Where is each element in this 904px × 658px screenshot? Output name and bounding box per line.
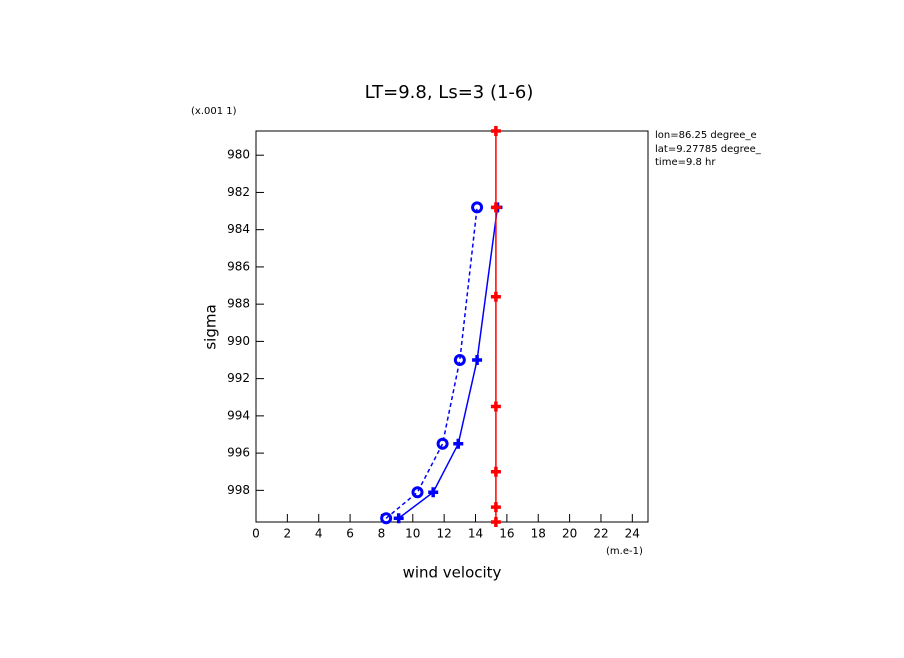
y-tick-label: 982 xyxy=(227,185,250,199)
y-tick-label: 994 xyxy=(227,408,250,422)
x-tick-label: 18 xyxy=(531,527,546,541)
x-tick-label: 2 xyxy=(284,527,292,541)
annotation: lat=9.27785 degree_ xyxy=(655,144,762,155)
series-line xyxy=(385,207,478,519)
y-tick-label: 990 xyxy=(227,334,250,348)
plot-frame xyxy=(255,130,649,523)
x-tick-label: 10 xyxy=(405,527,420,541)
marker xyxy=(472,355,483,366)
marker xyxy=(490,401,501,412)
x-tick-label: 8 xyxy=(378,527,386,541)
marker xyxy=(490,517,501,527)
y-tick-label: 984 xyxy=(227,222,250,236)
marker xyxy=(453,354,466,367)
x-units: (m.e-1) xyxy=(606,546,643,557)
x-tick-label: 6 xyxy=(346,527,354,541)
marker xyxy=(411,486,424,499)
marker xyxy=(490,502,501,513)
y-tick-label: 992 xyxy=(227,371,250,385)
x-tick-label: 14 xyxy=(468,527,483,541)
y-tick-label: 988 xyxy=(227,297,250,311)
y-units: (x.001 1) xyxy=(191,106,237,117)
marker xyxy=(453,438,464,449)
x-tick-label: 4 xyxy=(315,527,323,541)
marker xyxy=(428,487,439,498)
chart-title: LT=9.8, Ls=3 (1-6) xyxy=(365,82,534,103)
y-axis-label: sigma xyxy=(202,304,220,349)
y-tick-label: 986 xyxy=(227,259,250,273)
annotation: time=9.8 hr xyxy=(655,157,716,168)
y-tick-label: 980 xyxy=(227,148,250,162)
x-tick-label: 24 xyxy=(625,527,640,541)
marker xyxy=(490,126,501,136)
x-axis-label: wind velocity xyxy=(403,564,502,582)
x-tick-label: 20 xyxy=(562,527,577,541)
marker xyxy=(393,513,404,524)
marker xyxy=(490,466,501,477)
series-line xyxy=(398,207,499,519)
x-tick-label: 22 xyxy=(593,527,608,541)
y-tick-label: 998 xyxy=(227,483,250,497)
x-tick-label: 12 xyxy=(437,527,452,541)
marker xyxy=(436,437,449,450)
marker xyxy=(490,291,501,302)
x-tick-label: 0 xyxy=(252,527,260,541)
marker xyxy=(471,201,484,214)
annotation: lon=86.25 degree_e xyxy=(655,130,757,141)
marker xyxy=(380,512,393,525)
marker xyxy=(490,202,501,213)
y-tick-label: 996 xyxy=(227,446,250,460)
x-tick-label: 16 xyxy=(499,527,514,541)
